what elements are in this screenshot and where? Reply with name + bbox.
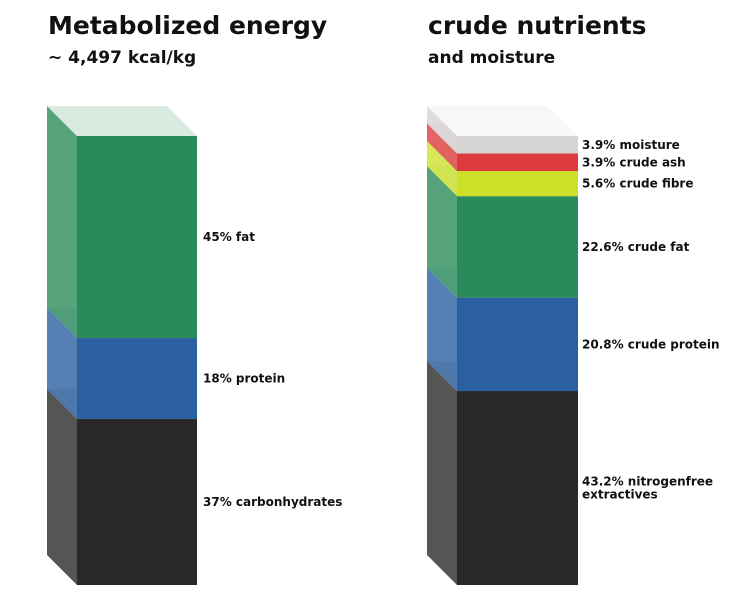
chart2-segment-moisture: 3.9% moisture — [427, 106, 680, 154]
chart2-segment-ash-front — [457, 153, 578, 172]
chart2-segment-fat-label: 22.6% crude fat — [582, 240, 690, 254]
chart2-segment-moisture-side — [427, 106, 457, 154]
chart2-segment-fat-front — [457, 196, 578, 298]
chart1-segment-fat-front — [77, 136, 197, 339]
chart2-segment-ash-side — [427, 123, 457, 172]
chart1-segment-protein-side — [47, 308, 77, 419]
chart2-segment-carbs-front — [457, 391, 578, 585]
chart1-title: Metabolized energy — [48, 11, 327, 40]
chart2-segment-carbs-label: 43.2% nitrogenfree — [582, 475, 713, 489]
chart2-segment-protein-side — [427, 267, 457, 392]
chart1-subtitle: ~ 4,497 kcal/kg — [48, 48, 196, 68]
chart2-segment-protein-label: 20.8% crude protein — [582, 337, 720, 351]
chart2-segment-fibre-label: 5.6% crude fibre — [582, 177, 693, 191]
chart2-subtitle: and moisture — [428, 48, 555, 68]
chart2-segment-carbs-side — [427, 361, 457, 585]
chart1-segment-carbs-front — [77, 418, 197, 585]
chart2-segment-carbs-label: extractives — [582, 488, 658, 502]
chart1-segment-fat-label: 45% fat — [203, 230, 255, 244]
chart2-segment-fibre-front — [457, 171, 578, 197]
chart2-segment-moisture-label: 3.9% moisture — [582, 138, 680, 152]
chart2-segment-protein-front — [457, 297, 578, 392]
chart2-segment-ash-label: 3.9% crude ash — [582, 155, 686, 169]
chart2-segment-moisture-front — [457, 136, 578, 154]
chart2-segment-fat-side — [427, 166, 457, 298]
chart2-title: crude nutrients — [428, 11, 647, 40]
chart1-segment-protein-front — [77, 338, 197, 419]
chart1-segment-fat-side — [47, 106, 77, 339]
chart1-segment-carbs-label: 37% carbonhydrates — [203, 495, 342, 509]
chart1-top-cap — [47, 106, 197, 136]
chart1-column: 37% carbonhydrates 18% protein 45% fat — [47, 106, 342, 585]
chart1-segment-fat: 45% fat — [47, 106, 255, 339]
chart2-top-cap — [427, 106, 578, 136]
chart1-segment-protein-label: 18% protein — [203, 371, 285, 385]
chart2-segment-fibre-side — [427, 141, 457, 197]
chart1-segment-carbs-side — [47, 388, 77, 585]
